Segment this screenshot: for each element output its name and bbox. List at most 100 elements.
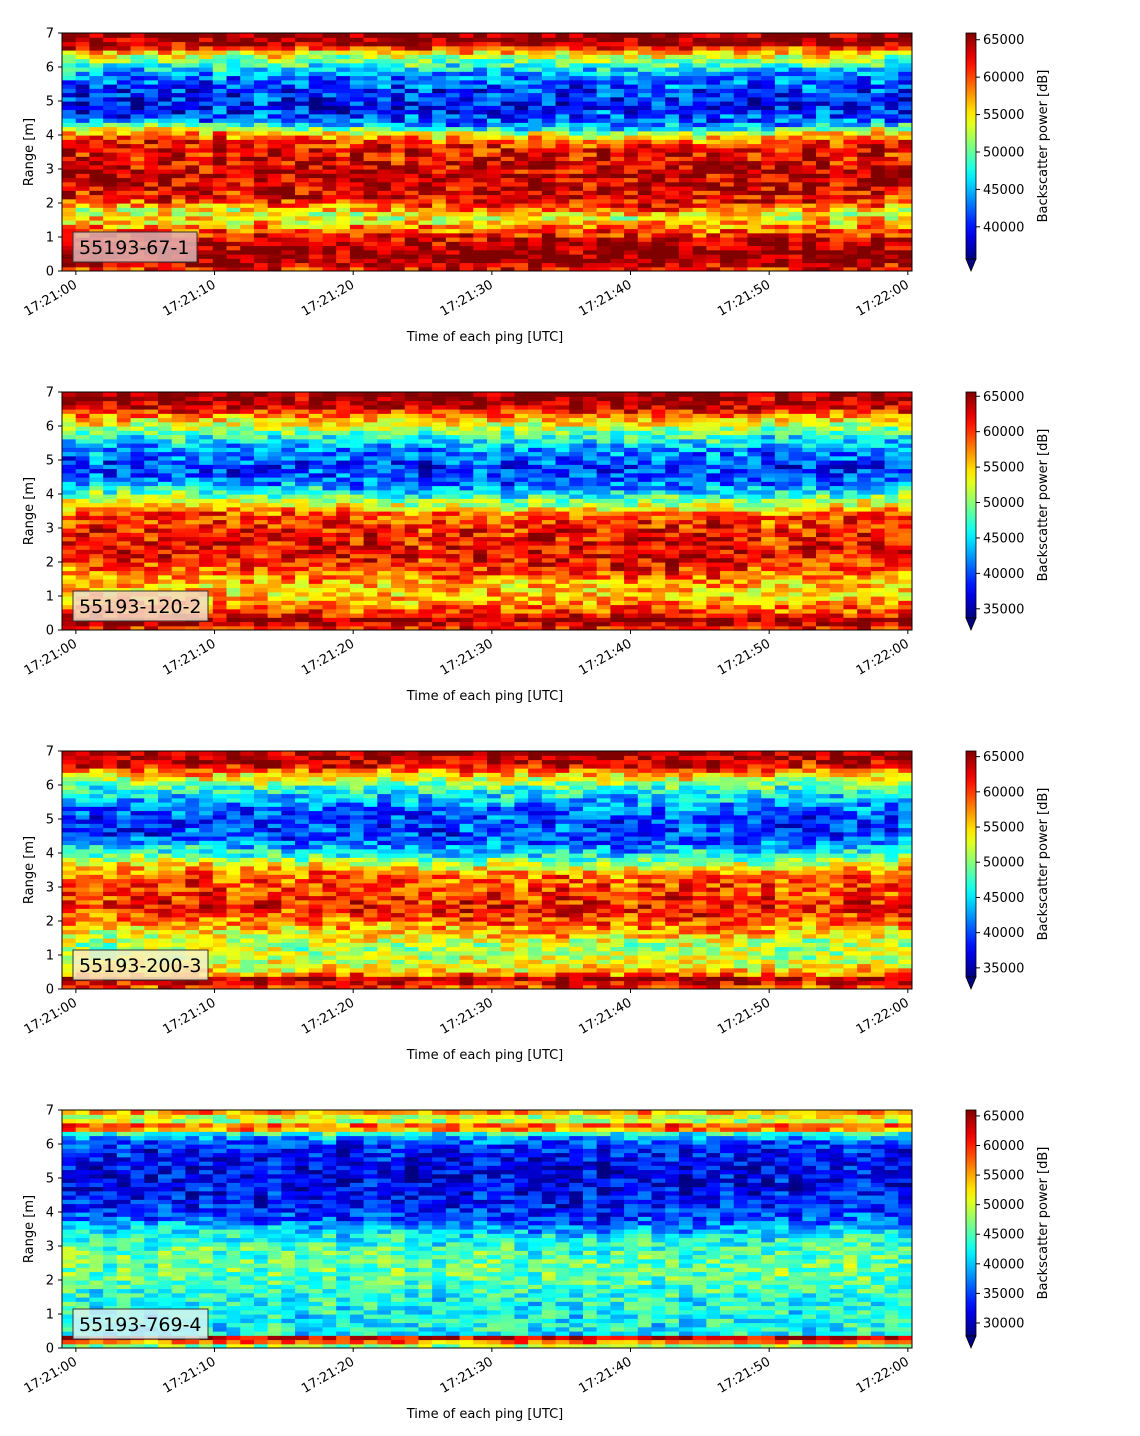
heatmap-cell <box>459 198 474 204</box>
heatmap-cell <box>281 468 296 474</box>
heatmap-cell <box>445 177 461 183</box>
heatmap-cell <box>336 434 351 440</box>
heatmap-cell <box>596 122 611 128</box>
heatmap-cell <box>582 237 598 242</box>
heatmap-cell <box>89 147 104 153</box>
heatmap-cell <box>281 245 296 251</box>
heatmap-cell <box>418 617 433 623</box>
heatmap-cell <box>624 118 639 123</box>
heatmap-cell <box>391 485 406 491</box>
heatmap-cell <box>528 215 543 221</box>
heatmap-cell <box>377 557 392 563</box>
heatmap-cell <box>514 211 529 217</box>
x-tick-label: 17:21:40 <box>576 277 634 319</box>
heatmap-cell <box>322 519 337 525</box>
heatmap-cell <box>733 92 749 98</box>
heatmap-cell <box>240 266 255 271</box>
heatmap-cell <box>116 169 132 174</box>
heatmap-cell <box>514 84 529 89</box>
heatmap-cell <box>843 113 858 119</box>
heatmap-cell <box>514 181 529 187</box>
heatmap-cell <box>212 515 228 521</box>
heatmap-cell <box>637 237 653 242</box>
heatmap-cell <box>857 215 872 221</box>
heatmap-cell <box>747 75 762 81</box>
heatmap-cell <box>733 181 749 187</box>
heatmap-cell <box>418 613 433 618</box>
heatmap-cell <box>528 169 543 174</box>
heatmap-cell <box>391 169 406 174</box>
heatmap-cell <box>75 519 91 525</box>
heatmap-cell <box>308 71 324 77</box>
heatmap-cell <box>116 430 132 436</box>
heatmap-cell <box>116 67 132 72</box>
heatmap-cell <box>528 228 543 234</box>
heatmap-cell <box>816 79 831 85</box>
heatmap-cell <box>322 228 337 234</box>
heatmap-cell <box>555 37 570 43</box>
heatmap-cell <box>62 583 77 589</box>
heatmap-cell <box>829 67 845 72</box>
heatmap-cell <box>130 489 145 495</box>
heatmap-cell <box>295 472 310 478</box>
heatmap-cell <box>75 79 91 85</box>
heatmap-cell <box>500 37 516 43</box>
heatmap-cell <box>89 207 104 213</box>
heatmap-cell <box>582 147 598 153</box>
heatmap-cell <box>267 617 282 623</box>
heatmap-cell <box>212 596 228 601</box>
heatmap-cell <box>295 147 310 153</box>
heatmap-cell <box>89 421 104 427</box>
heatmap-cell <box>103 109 118 115</box>
heatmap-cell <box>253 562 269 567</box>
heatmap-cell <box>240 421 255 427</box>
heatmap-cell <box>363 494 378 499</box>
heatmap-cell <box>720 245 735 251</box>
heatmap-cell <box>322 557 337 563</box>
heatmap-cell <box>404 579 420 584</box>
heatmap-cell <box>404 426 420 431</box>
heatmap-cell <box>473 198 488 204</box>
heatmap-cell <box>870 203 886 208</box>
heatmap-cell <box>75 549 91 555</box>
heatmap-cell <box>582 181 598 187</box>
heatmap-cell <box>116 41 132 47</box>
heatmap-cell <box>281 126 296 132</box>
heatmap-cell <box>377 45 392 51</box>
heatmap-cell <box>582 88 598 94</box>
heatmap-cell <box>857 190 872 196</box>
heatmap-cell <box>89 502 104 508</box>
heatmap-cell <box>240 96 255 102</box>
heatmap-cell <box>418 625 433 630</box>
heatmap-cell <box>445 164 461 170</box>
heatmap-cell <box>240 523 255 529</box>
heatmap-cell <box>706 186 721 191</box>
heatmap-cell <box>596 254 611 259</box>
heatmap-cell <box>377 477 392 482</box>
heatmap-cell <box>308 434 324 440</box>
heatmap-cell <box>212 443 228 448</box>
heatmap-cell <box>116 579 132 584</box>
heatmap-cell <box>541 232 557 238</box>
heatmap-cell <box>89 477 104 482</box>
heatmap-cell <box>651 84 666 89</box>
heatmap-cell <box>308 502 324 508</box>
heatmap-cell <box>212 396 228 402</box>
heatmap-cell <box>295 591 310 597</box>
heatmap-cell <box>226 608 241 614</box>
heatmap-cell <box>116 570 132 576</box>
heatmap-cell <box>308 464 324 470</box>
heatmap-cell <box>774 67 790 72</box>
heatmap-cell <box>62 523 77 529</box>
heatmap-cell <box>514 41 529 47</box>
heatmap-cell <box>445 173 461 179</box>
heatmap-cell <box>322 498 337 504</box>
heatmap-cell <box>144 489 159 495</box>
heatmap-cell <box>665 130 680 136</box>
heatmap-cell <box>295 71 310 77</box>
heatmap-cell <box>733 203 749 208</box>
heatmap-cell <box>336 101 351 106</box>
heatmap-cell <box>253 101 269 106</box>
heatmap-cell <box>816 109 831 115</box>
heatmap-cell <box>363 54 378 60</box>
